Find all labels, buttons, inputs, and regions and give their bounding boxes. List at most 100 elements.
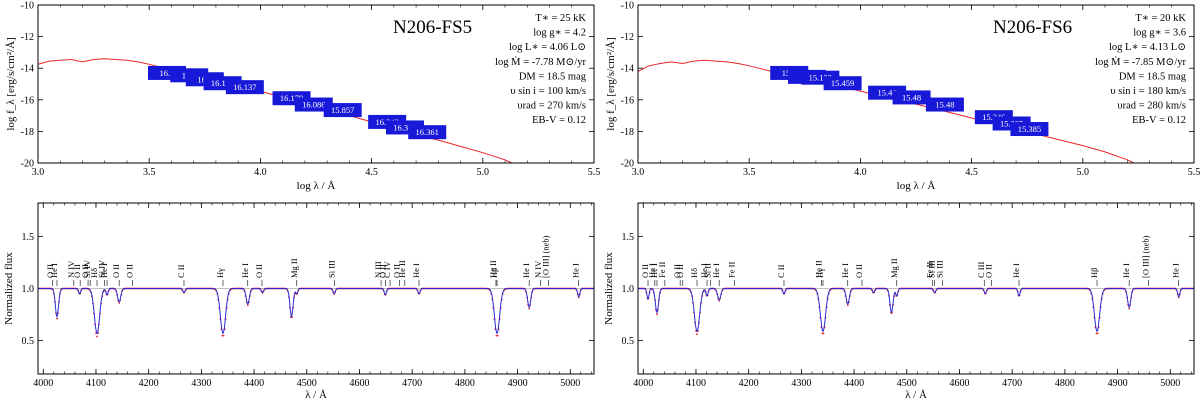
line-id: Si II [703,263,713,286]
line-id-label: C III [976,262,986,278]
line-id: C II [776,264,786,286]
line-id-label: He I [840,263,850,278]
photometry-point: 15.385 [1010,122,1049,137]
x-tick-label: 3.5 [743,167,756,178]
line-id: O II [675,264,685,286]
line-id-label: O II [45,264,55,278]
line-id: Hδ [689,268,699,286]
line-id: He I [240,263,250,286]
y-tick-label: -12 [621,32,634,43]
line-id: He II [813,260,823,286]
line-id: O II [124,264,134,286]
line-id-label: He I [1011,263,1021,278]
observed-point [656,313,658,316]
line-id: C IV [382,260,392,286]
line-id: Mg II [289,258,299,286]
line-id-label: He I [99,263,109,278]
line-id-label: Si III [327,260,337,278]
y-tick-label: 1.0 [622,284,635,295]
line-id: Fe II [657,262,667,286]
observed-point [118,302,121,304]
photometry-label: 16.170 [280,93,303,103]
y-axis-label: log f_λ [erg/s/cm²/Å] [605,37,617,130]
line-id: Si III [927,260,937,286]
line-id-label: He II [488,260,498,278]
line-id: Fe II [925,262,935,286]
line-id-label: He I [649,263,659,278]
line-id-label: Hδ [689,268,699,278]
y-tick-label: -14 [621,64,634,75]
parameter-text: υrad = 280 km/s [1117,101,1186,112]
observed-point [246,304,249,307]
line-id-label: O II [392,264,402,278]
y-tick-label: -10 [621,1,634,12]
observed-point [1128,307,1131,310]
y-tick-label: 1.5 [22,232,35,243]
x-tick-label: 4.0 [854,167,867,178]
line-id-label: Hβ [1089,268,1099,278]
line-id-label: O II [111,264,121,278]
line-id-label: N IV [533,260,543,278]
object-name: N206-FS6 [993,17,1072,38]
line-id: He I [1121,263,1131,286]
x-tick-label: 4200 [139,378,159,389]
parameter-text: T∗ = 25 kK [535,13,586,24]
line-id-label: [O III] (neb) [541,235,551,278]
plot-area: 15.415.15.13215.45915.4615.4815.4815.246… [638,59,1135,163]
x-tick-label: 4800 [455,378,475,389]
line-id: He I [649,263,659,286]
line-id: O II [72,264,82,286]
photometry-box [294,97,333,112]
line-id-label: He I [711,263,721,278]
line-id-label: O II [640,264,650,278]
line-id: [O III] (neb) [541,235,551,286]
line-id: Hβ [1089,268,1099,286]
photometry-label: 15.46 [878,88,897,98]
x-tick-label: 4200 [739,378,759,389]
photometry-box [323,103,362,118]
x-tick-label: 5.0 [477,167,490,178]
parameter-text: EB-V = 0.12 [1132,115,1186,126]
x-tick-label: 4600 [349,378,369,389]
x-tick-label: 4.0 [254,167,267,178]
line-id-label: Hγ [815,268,825,278]
line-id: O II [254,264,264,286]
line-id-label: Hβ [489,268,499,278]
line-id-label: Si IV [96,259,106,278]
photometry-point: 16.361 [408,125,447,140]
line-id: Si III [327,260,337,286]
photometry-label: 15.459 [831,78,854,88]
photometry-label: 15.857 [331,105,354,115]
line-id-label: [O III] (neb) [1141,235,1151,278]
x-tick-label: 4700 [1002,378,1022,389]
line-id-label: O II [377,264,387,278]
x-tick-label: 4400 [244,378,264,389]
observed-point [96,335,98,338]
x-tick-label: 4800 [1055,378,1075,389]
observed-point [528,307,531,310]
x-tick-label: 4500 [297,378,317,389]
x-tick-label: 4900 [1108,378,1128,389]
line-id-label: Si III [935,260,945,278]
x-tick-label: 5000 [560,378,580,389]
photometry-point: 15.48 [925,97,964,112]
line-id-label: Si IV [82,259,92,278]
photometry-label: 15.385 [1018,124,1041,134]
line-id: O II [392,264,402,286]
line-id-label: He I [571,263,581,278]
photometry-label: 15.48 [935,100,954,110]
line-id: N III [373,261,383,286]
line-id: Mg II [889,258,899,286]
parameter-text: υ sin i = 180 km/s [1110,86,1186,97]
line-id-label: O II [124,264,134,278]
line-id-label: O II [80,264,90,278]
y-tick-label: -10 [21,1,34,12]
line-id-label: Si II [703,263,713,278]
line-id-label: O II [672,264,682,278]
parameter-text: log L∗ = 4.06 L⊙ [509,42,586,53]
line-id-label: He I [647,263,657,278]
model-sed-line [638,59,1135,163]
y-tick-label: 1.0 [22,284,35,295]
line-id: Si III [935,260,945,286]
